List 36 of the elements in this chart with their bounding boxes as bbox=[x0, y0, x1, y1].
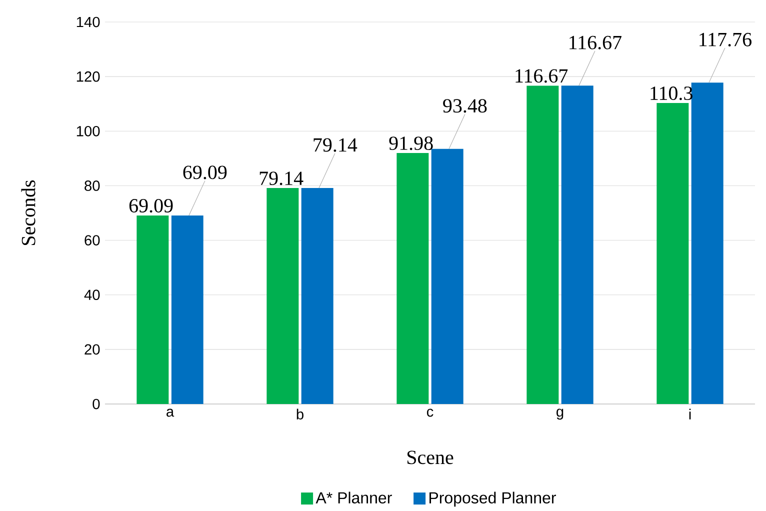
y-tick-label: 100 bbox=[76, 126, 100, 137]
y-tick-label: 60 bbox=[84, 235, 100, 246]
y-tick-label: 0 bbox=[92, 398, 100, 410]
data-label: 69.09 bbox=[129, 199, 173, 213]
data-label: 91.98 bbox=[389, 136, 433, 150]
y-axis-title: Seconds bbox=[21, 180, 36, 246]
data-label: 116.67 bbox=[516, 69, 568, 83]
legend-label: A* Planner bbox=[316, 492, 392, 504]
x-tick-label: i bbox=[689, 408, 691, 420]
bar bbox=[266, 188, 299, 404]
x-tick-label: a bbox=[166, 408, 174, 417]
bar bbox=[301, 188, 334, 404]
data-label: 69.09 bbox=[183, 166, 227, 180]
bar bbox=[561, 86, 594, 404]
bar bbox=[171, 216, 204, 404]
y-tick-label: 20 bbox=[84, 344, 100, 355]
y-tick-label: 40 bbox=[84, 290, 100, 300]
y-tick-label: 80 bbox=[84, 180, 100, 192]
y-tick-label: 140 bbox=[76, 16, 100, 28]
data-label: 93.48 bbox=[443, 99, 487, 113]
data-label: 79.14 bbox=[260, 172, 304, 186]
bar bbox=[691, 82, 724, 404]
bar bbox=[136, 216, 169, 404]
bar bbox=[396, 153, 429, 404]
bar bbox=[431, 149, 464, 404]
x-tick-label: c bbox=[426, 408, 434, 417]
y-tick-label: 120 bbox=[76, 72, 100, 82]
data-label: 116.67 bbox=[570, 36, 622, 50]
bar bbox=[656, 103, 689, 404]
x-axis-title: Scene bbox=[407, 450, 454, 464]
x-tick-label: g bbox=[556, 408, 564, 420]
x-tick-label: b bbox=[296, 408, 304, 420]
bar bbox=[526, 86, 559, 404]
data-label: 117.76 bbox=[700, 33, 752, 47]
legend-label: Proposed Planner bbox=[430, 492, 556, 507]
data-label: 79.14 bbox=[314, 138, 358, 152]
